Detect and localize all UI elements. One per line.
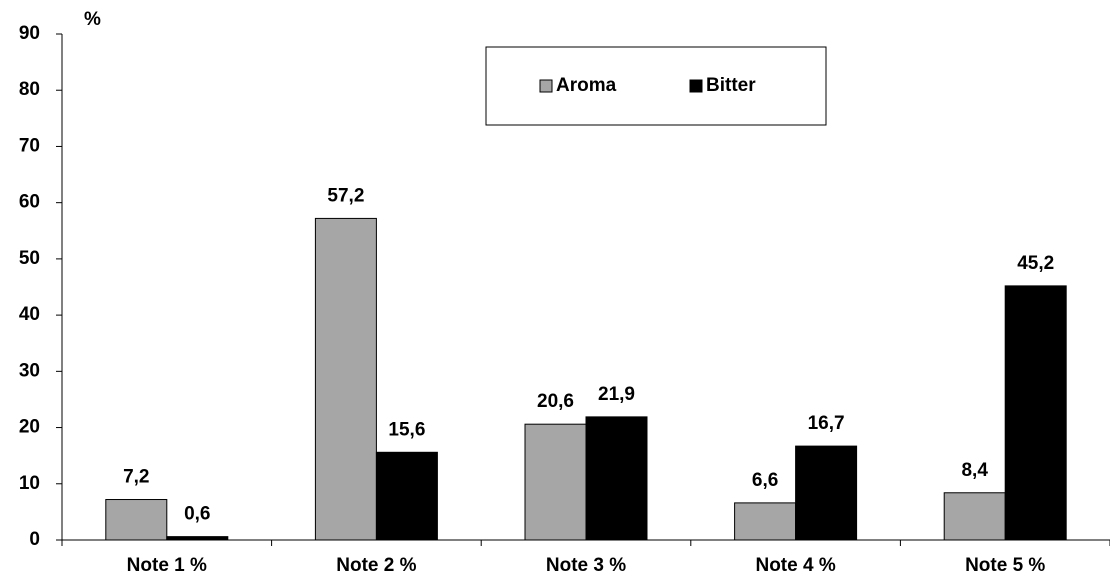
y-tick-label: 80 — [19, 79, 40, 100]
y-tick-label: 90 — [19, 23, 40, 44]
value-label: 57,2 — [327, 185, 364, 206]
bar — [314, 217, 377, 541]
value-label: 45,2 — [1017, 253, 1054, 274]
y-tick-label: 60 — [19, 192, 40, 213]
legend-swatch — [539, 79, 553, 93]
y-tick-label: 20 — [19, 417, 40, 438]
bar — [1004, 285, 1067, 541]
legend-label: Aroma — [556, 75, 617, 96]
bar — [585, 416, 648, 541]
y-tick-label: 30 — [19, 360, 40, 381]
y-tick-label: 70 — [19, 135, 40, 156]
y-axis-label: % — [84, 9, 101, 30]
legend-box — [485, 46, 827, 126]
x-tick-label: Note 3 % — [546, 555, 626, 576]
bar — [375, 451, 438, 541]
bar — [734, 502, 797, 541]
value-label: 20,6 — [537, 391, 574, 412]
y-tick-label: 50 — [19, 248, 40, 269]
value-label: 21,9 — [598, 384, 635, 405]
y-tick-label: 40 — [19, 304, 40, 325]
value-label: 8,4 — [961, 460, 988, 481]
value-label: 6,6 — [752, 470, 778, 491]
bar — [943, 492, 1006, 541]
legend-label: Bitter — [706, 75, 756, 96]
bar — [524, 423, 587, 541]
y-tick-label: 10 — [19, 473, 40, 494]
x-tick-label: Note 1 % — [127, 555, 207, 576]
x-tick-label: Note 4 % — [755, 555, 835, 576]
value-label: 16,7 — [808, 413, 845, 434]
bar — [795, 445, 858, 541]
bar — [166, 536, 229, 541]
bar — [105, 499, 168, 541]
legend-swatch — [689, 79, 703, 93]
value-label: 7,2 — [123, 467, 149, 488]
value-label: 15,6 — [388, 419, 425, 440]
value-label: 0,6 — [184, 504, 210, 525]
x-tick-label: Note 2 % — [336, 555, 416, 576]
y-tick-label: 0 — [29, 529, 40, 550]
x-tick-label: Note 5 % — [965, 555, 1045, 576]
